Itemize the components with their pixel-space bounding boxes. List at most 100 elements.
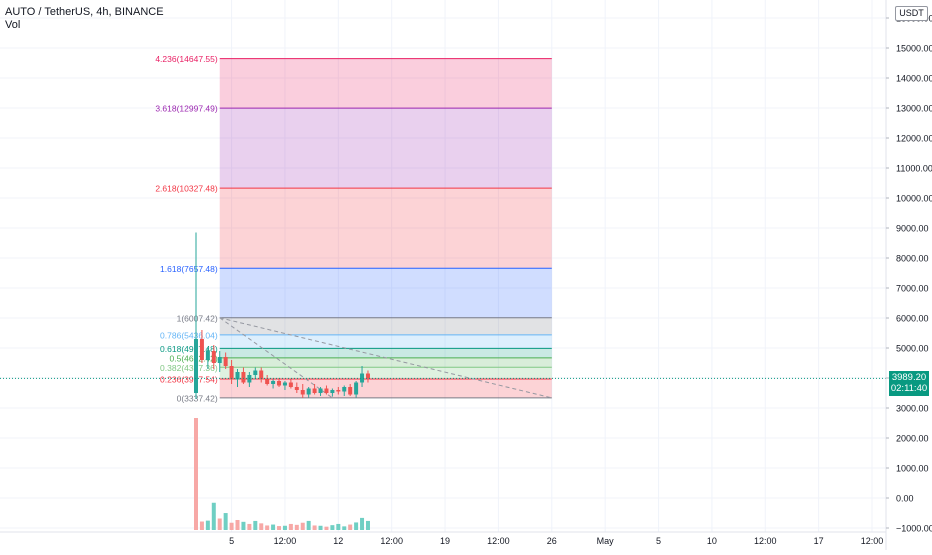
fib-zone [219, 367, 552, 379]
candle-body [205, 351, 210, 360]
fib-level-label: 3.618(12997.49) [155, 104, 218, 114]
volume-bar [277, 526, 282, 530]
volume-bar [205, 520, 210, 530]
volume-bar [247, 523, 252, 530]
fib-level-label: 1.618(7657.48) [160, 264, 218, 274]
price-tick-label: 15000.00 [896, 44, 932, 54]
time-tick-label: 19 [440, 536, 450, 546]
volume-bar [265, 525, 270, 530]
price-tick-label: 8000.00 [896, 254, 929, 264]
candle-body [336, 390, 341, 392]
candle-body [211, 351, 216, 363]
price-tick-label: 13000.00 [896, 104, 932, 114]
fib-level-label: 0.618(4987.48) [160, 344, 218, 354]
volume-bar [217, 518, 222, 530]
time-tick-label: 17 [814, 536, 824, 546]
fib-level-label: 0.236(3967.54) [160, 374, 218, 384]
candle-body [199, 339, 204, 360]
currency-badge[interactable]: USDT [895, 6, 928, 21]
fib-zone [219, 334, 552, 349]
volume-bar [194, 418, 198, 530]
time-tick-label: 5 [229, 536, 234, 546]
time-tick-label: 12:00 [861, 536, 884, 546]
fib-trend-line [219, 317, 552, 399]
fib-zone [219, 268, 552, 318]
price-tick-label: 5000.00 [896, 344, 929, 354]
volume-bar [300, 522, 305, 530]
volume-bar [360, 517, 365, 530]
fib-zone [219, 348, 552, 358]
volume-bar [235, 520, 240, 530]
fib-zone [219, 378, 552, 398]
candle-body [241, 372, 246, 383]
candle-body [354, 382, 359, 395]
fib-level-label: 4.236(14647.55) [155, 54, 218, 64]
candle-body [312, 388, 317, 393]
price-tick-label: 14000.00 [896, 74, 932, 84]
candle-body [265, 379, 270, 384]
volume-bar [229, 522, 234, 530]
fib-base-line [219, 317, 333, 399]
fib-level-label: 1(6007.42) [177, 313, 218, 323]
price-tick-label: 12000.00 [896, 134, 932, 144]
candle-body [294, 387, 299, 390]
volume-bar [282, 525, 287, 530]
volume-bar [259, 523, 264, 530]
volume-bar [354, 522, 359, 530]
time-tick-label: 26 [547, 536, 557, 546]
price-tick-label: 3000.00 [896, 404, 929, 414]
volume-bar [241, 521, 246, 530]
time-tick-label: 12:00 [380, 536, 403, 546]
volume-bar [199, 521, 204, 530]
time-tick-label: May [597, 536, 615, 546]
candle-body [259, 370, 264, 380]
candle-body [324, 388, 329, 393]
time-tick-label: 12 [333, 536, 343, 546]
fib-zone [219, 188, 552, 269]
fib-level-label: 0.5(4672.42) [170, 353, 218, 363]
volume-bar [348, 524, 353, 530]
candle-body [365, 373, 370, 379]
volume-bar [253, 520, 258, 530]
time-tick-label: 10 [707, 536, 717, 546]
volume-bar [336, 523, 341, 530]
candle-body [300, 390, 305, 395]
volume-bar [312, 525, 317, 530]
price-tick-label: −1000.00 [896, 524, 932, 534]
fib-level-label: 2.618(10327.48) [155, 184, 218, 194]
time-tick-label: 12:00 [487, 536, 510, 546]
candle-body [271, 381, 276, 384]
candle-body [330, 390, 335, 393]
fib-level-label: 0.382(4357.36) [160, 363, 218, 373]
fib-level-label: 0(3337.42) [177, 393, 218, 403]
volume-bar [288, 523, 293, 530]
time-tick-label: 5 [656, 536, 661, 546]
volume-bar [306, 520, 311, 530]
price-tick-label: 9000.00 [896, 224, 929, 234]
fib-zone [219, 58, 552, 109]
chart-legend: AUTO / TetherUS, 4h, BINANCE Vol [5, 6, 164, 32]
volume-indicator-label[interactable]: Vol [5, 19, 21, 31]
candle-body [253, 370, 258, 375]
volume-bar [271, 524, 276, 530]
price-tick-label: 10000.00 [896, 194, 932, 204]
candle-body [360, 373, 365, 383]
plot-background [0, 0, 886, 532]
volume-bar [211, 502, 216, 530]
symbol-title[interactable]: AUTO / TetherUS, 4h, BINANCE [5, 6, 164, 18]
candle-body [342, 387, 347, 392]
last-price-tag: 3989.20 02:11:40 [889, 371, 929, 396]
time-tick-label: 12:00 [754, 536, 777, 546]
fib-zone [219, 317, 552, 335]
volume-bar [324, 526, 329, 530]
candle-body [235, 372, 240, 380]
price-tick-label: 1000.00 [896, 464, 929, 474]
volume-bar [294, 524, 299, 530]
candle-body [348, 387, 353, 395]
candle-body [282, 382, 287, 386]
candle-body [277, 381, 282, 386]
last-price-value: 3989.20 [891, 372, 927, 383]
price-tick-label: 6000.00 [896, 314, 929, 324]
